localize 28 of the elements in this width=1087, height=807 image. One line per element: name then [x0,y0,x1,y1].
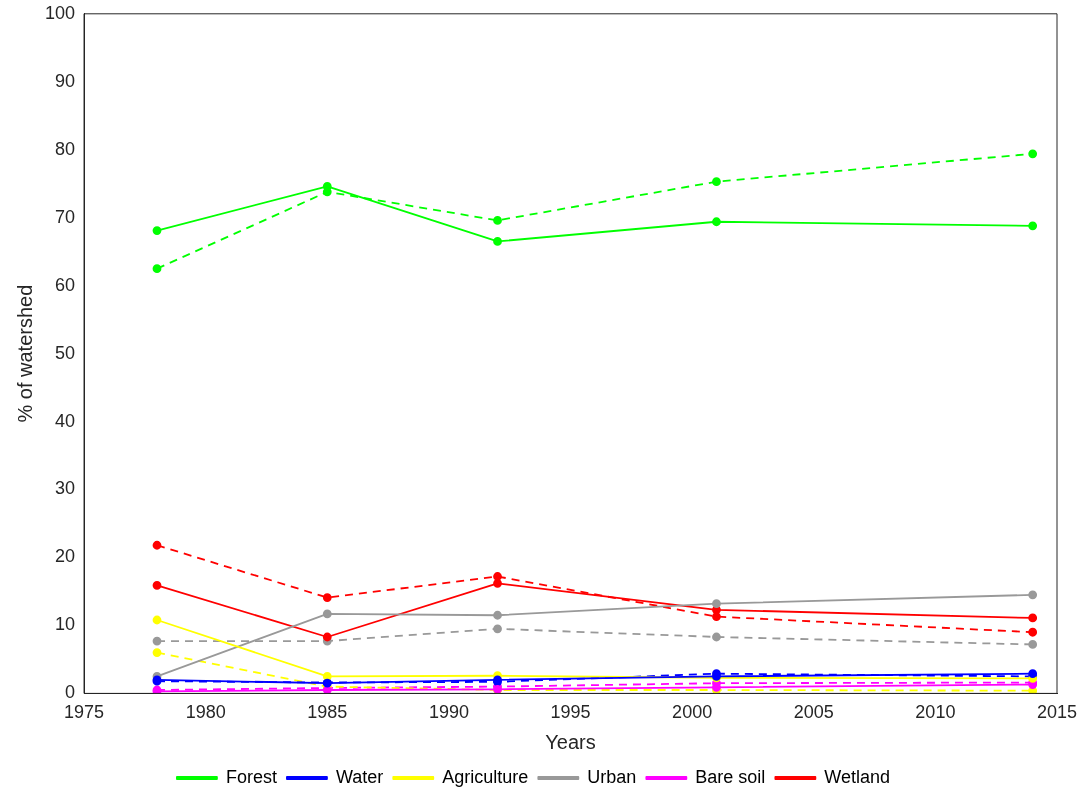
x-tick-label: 2005 [793,702,834,723]
y-tick-label: 10 [55,614,76,635]
legend-label: Wetland [824,766,891,787]
legend-label: Bare soil [695,766,766,787]
x-tick-label: 1980 [185,702,226,723]
y-axis-title: % of watershed [13,284,36,423]
y-tick-label: 20 [55,546,76,567]
legend-label: Forest [225,766,277,787]
y-tick-label: 90 [55,70,76,91]
y-tick-label: 50 [55,342,76,363]
legend-label: Urban [587,766,637,787]
y-tick-label: 70 [55,206,76,227]
x-tick-label: 2010 [915,702,956,723]
y-tick-label: 0 [65,682,76,703]
y-tick-label: 80 [55,138,76,159]
y-tick-label: 100 [44,2,76,23]
legend-label: Agriculture [442,766,529,787]
x-tick-label: 2000 [672,702,713,723]
x-tick-label: 2015 [1036,702,1078,723]
legend-label: Water [335,766,384,787]
y-tick-label: 60 [55,274,76,295]
y-tick-label: 40 [55,410,76,431]
x-tick-label: 1975 [64,702,105,723]
y-tick-label: 30 [55,478,76,499]
x-tick-label: 1990 [428,702,469,723]
x-axis-title: Years [545,730,596,753]
x-tick-label: 1995 [550,702,591,723]
x-tick-label: 1985 [307,702,348,723]
